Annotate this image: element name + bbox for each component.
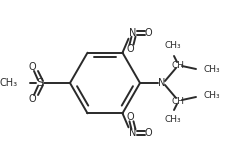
Text: O: O [28, 94, 36, 104]
Text: O: O [145, 128, 152, 138]
Text: N: N [129, 28, 136, 38]
Text: S: S [37, 78, 44, 88]
Text: O: O [28, 62, 36, 72]
Text: O: O [127, 44, 134, 54]
Text: N: N [158, 78, 166, 88]
Text: CH₃: CH₃ [165, 116, 181, 124]
Text: CH₃: CH₃ [0, 78, 18, 88]
Text: O: O [127, 112, 134, 122]
Text: N: N [129, 128, 136, 138]
Text: CH₃: CH₃ [165, 42, 181, 50]
Text: CH₃: CH₃ [204, 91, 221, 100]
Text: CH: CH [172, 96, 184, 106]
Text: CH₃: CH₃ [204, 66, 221, 75]
Text: CH: CH [172, 60, 184, 70]
Text: O: O [145, 28, 152, 38]
